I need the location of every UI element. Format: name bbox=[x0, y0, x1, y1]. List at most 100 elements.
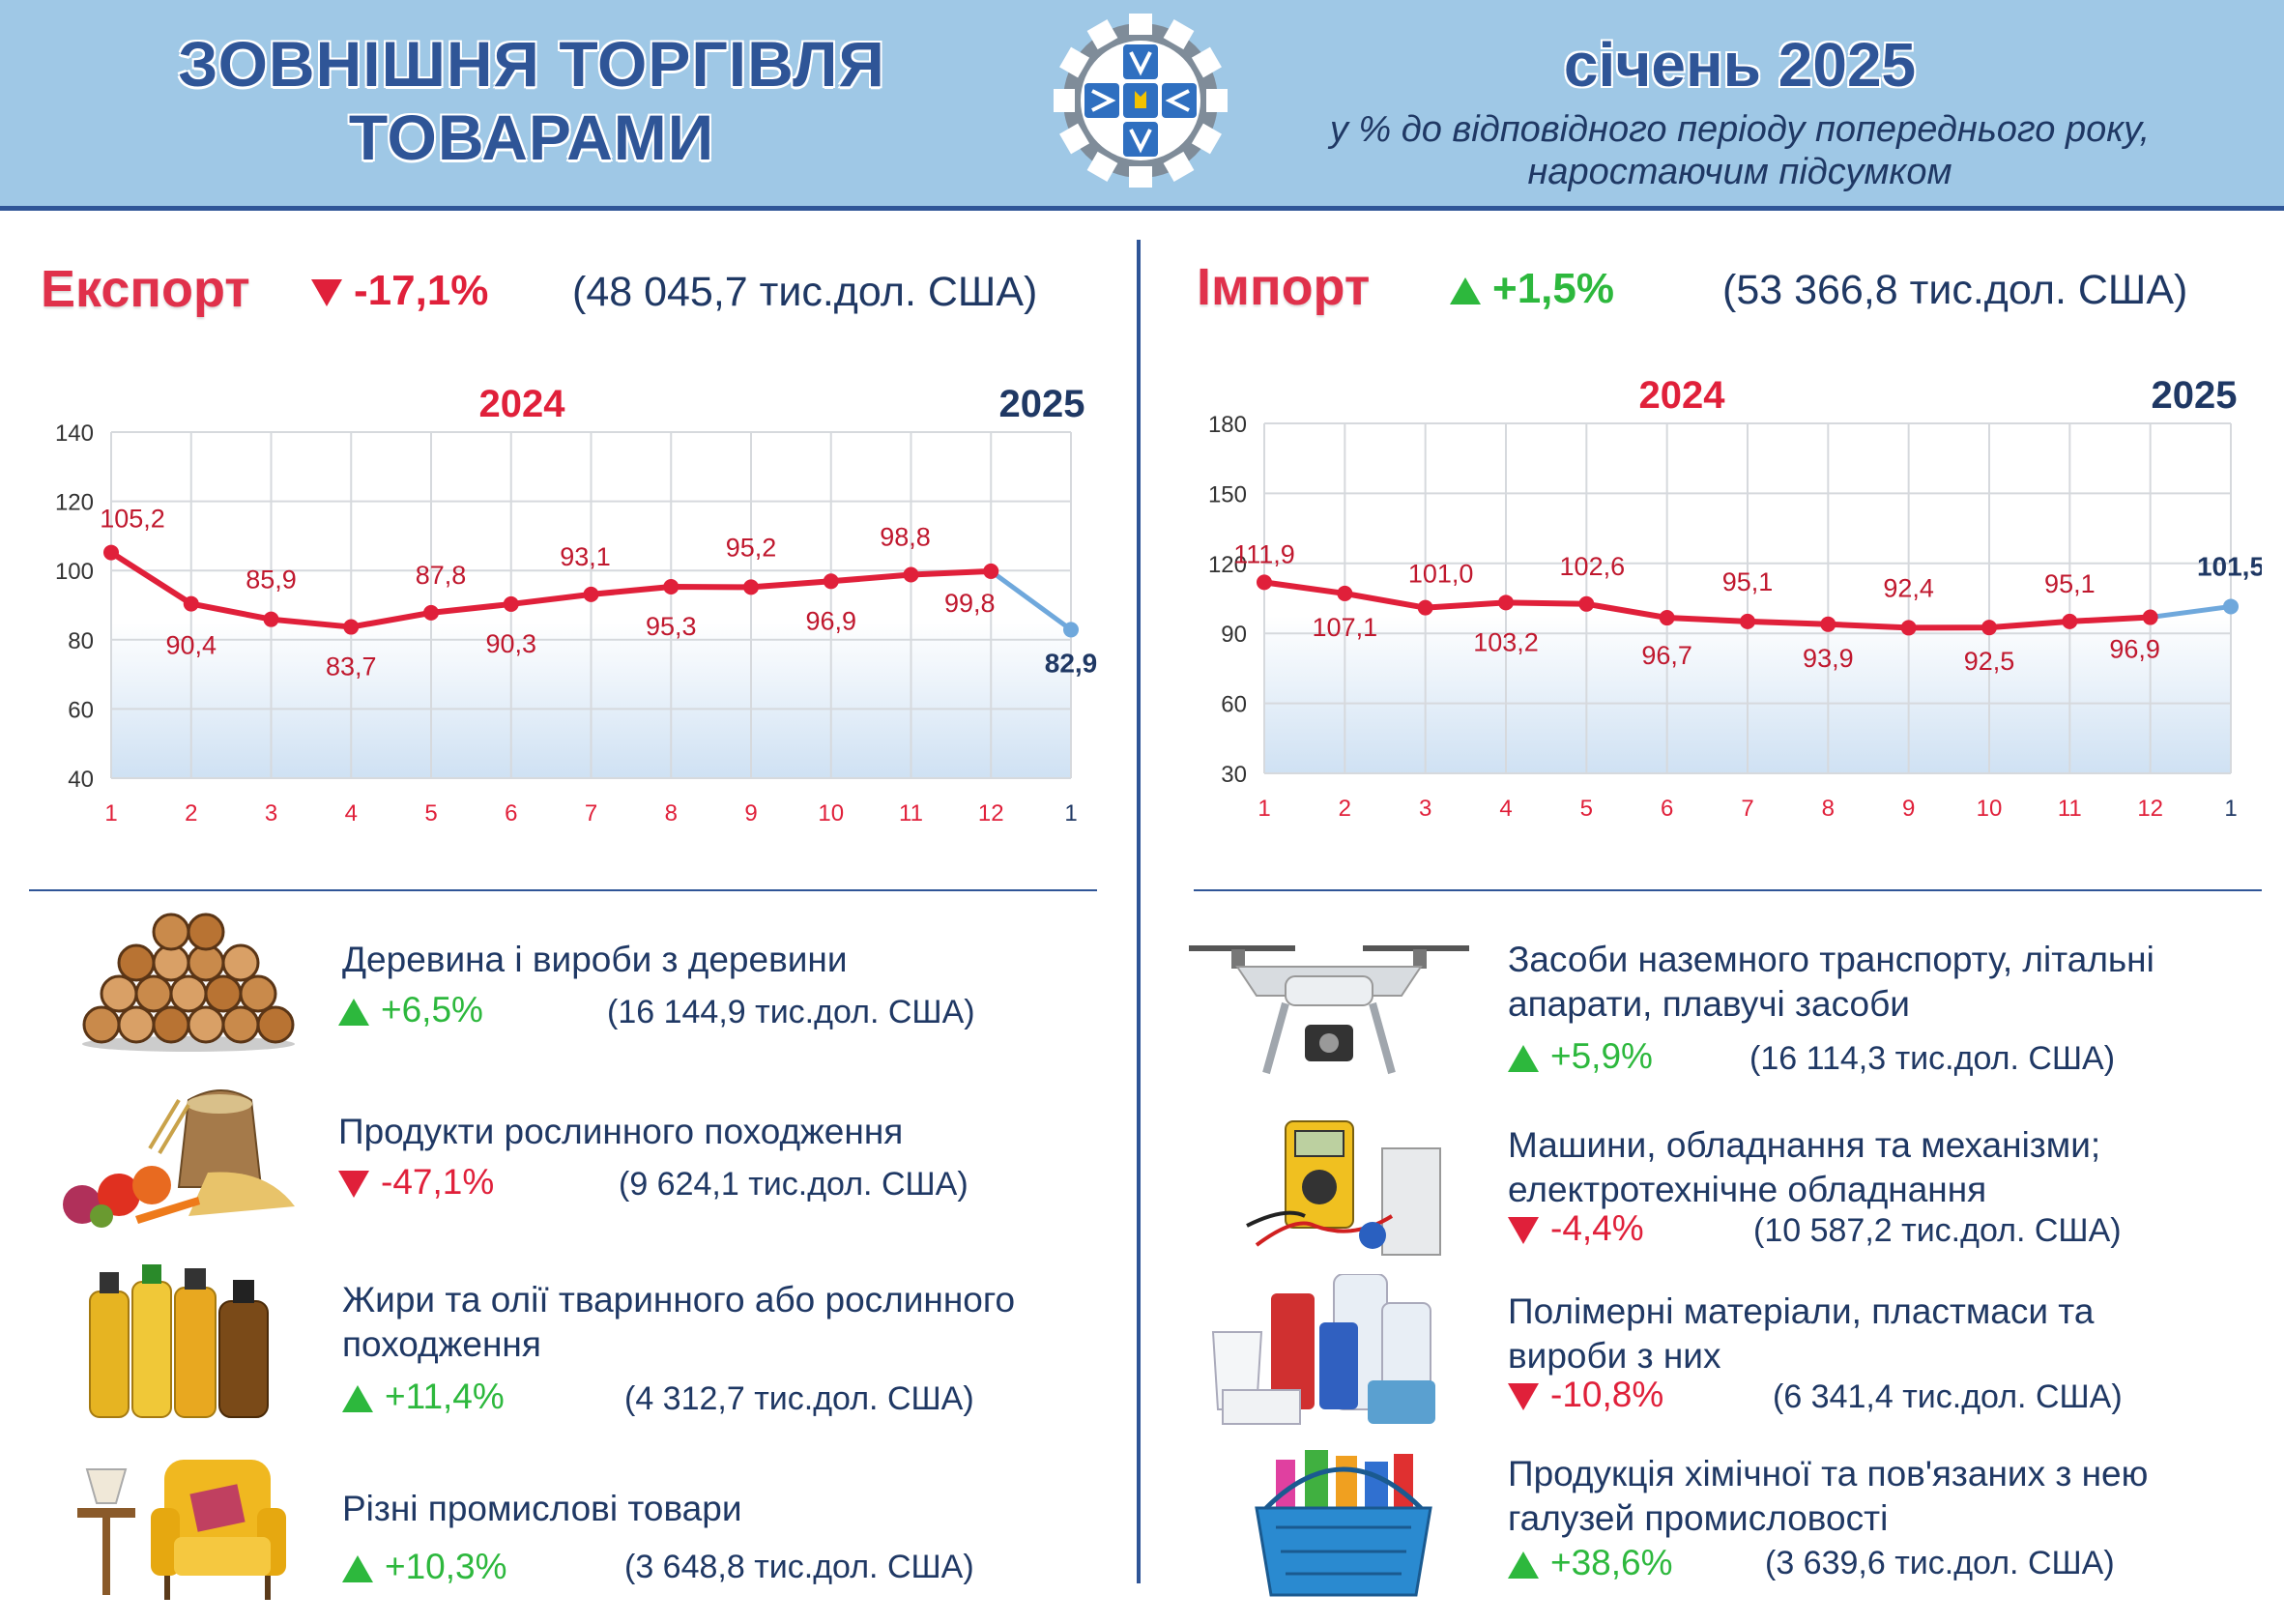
data-label: 83,7 bbox=[326, 652, 377, 682]
x-tick-label: 4 bbox=[1499, 796, 1512, 822]
data-point bbox=[423, 604, 439, 621]
name-line-1: Продукція хімічної та пов'язаних з нею bbox=[1508, 1454, 2149, 1494]
data-label: 82,9 bbox=[1045, 648, 1098, 678]
x-tick-label: 9 bbox=[1902, 796, 1915, 822]
name-line-1: Жири та олії тваринного або рослинного bbox=[342, 1280, 1016, 1320]
year-label-2024: 2024 bbox=[479, 383, 566, 425]
import-item-change: -4,4% bbox=[1508, 1208, 1644, 1249]
data-point bbox=[263, 611, 279, 627]
name-line-1: Засоби наземного транспорту, літальні bbox=[1508, 940, 2154, 979]
import-item-transport: Засоби наземного транспорту, літальні ап… bbox=[1150, 928, 2281, 1112]
data-point bbox=[1820, 616, 1836, 632]
subtitle-line-2: наростаючим підсумком bbox=[1527, 152, 1952, 192]
data-point bbox=[583, 586, 599, 602]
year-label-2025: 2025 bbox=[999, 383, 1085, 425]
name-line-1: Машини, обладнання та механізми; bbox=[1508, 1125, 2101, 1165]
x-tick-label: 10 bbox=[818, 800, 844, 826]
import-item-value: (3 639,6 тис.дол. США) bbox=[1765, 1545, 2115, 1581]
x-tick-label: 6 bbox=[505, 800, 517, 826]
down-arrow-icon bbox=[311, 279, 342, 307]
title-line-2: ТОВАРАМИ bbox=[348, 102, 715, 173]
vertical-divider bbox=[1137, 240, 1141, 1583]
data-point bbox=[743, 579, 759, 595]
name-line-2: апарати, плавучі засоби bbox=[1508, 984, 1910, 1024]
data-label: 103,2 bbox=[1473, 627, 1539, 656]
import-item-change: -10,8% bbox=[1508, 1375, 1663, 1415]
plastic-containers-icon bbox=[1211, 1274, 1435, 1425]
y-tick-label: 120 bbox=[55, 490, 94, 516]
data-point bbox=[903, 566, 919, 583]
multimeter-icon bbox=[1246, 1120, 1441, 1256]
down-arrow-icon bbox=[338, 1171, 369, 1199]
x-tick-label: 2 bbox=[1339, 796, 1351, 822]
cleaning-basket-icon bbox=[1255, 1450, 1432, 1597]
change-value: +11,4% bbox=[385, 1377, 505, 1416]
drone-icon bbox=[1189, 945, 1469, 1075]
series-line-2025 bbox=[2150, 603, 2232, 621]
change-value: +38,6% bbox=[1550, 1543, 1673, 1582]
import-change: +1,5% bbox=[1450, 265, 1614, 313]
export-item-plants: Продукти рослинного походження -47,1% (9… bbox=[0, 1081, 1131, 1245]
x-tick-label: 8 bbox=[665, 800, 678, 826]
data-point bbox=[1900, 620, 1917, 636]
data-point bbox=[1659, 610, 1675, 626]
import-title: Імпорт bbox=[1197, 258, 1371, 316]
change-value: +10,3% bbox=[385, 1547, 507, 1586]
export-item-change: +11,4% bbox=[342, 1377, 505, 1417]
export-item-change: -47,1% bbox=[338, 1162, 494, 1203]
export-item-value: (16 144,9 тис.дол. США) bbox=[607, 994, 975, 1030]
year-label-2024: 2024 bbox=[1639, 374, 1726, 417]
x-tick-label: 9 bbox=[744, 800, 757, 826]
data-point bbox=[1063, 622, 1079, 638]
period-subtitle: у % до відповідного періоду попереднього… bbox=[1237, 108, 2242, 193]
export-item-wood: Деревина і вироби з деревини +6,5% (16 1… bbox=[0, 909, 1131, 1073]
data-point bbox=[1257, 574, 1272, 591]
x-tick-label: 10 bbox=[1977, 796, 2003, 822]
x-tick-label: 1 bbox=[2224, 796, 2237, 822]
data-point bbox=[2142, 609, 2158, 625]
export-change: -17,1% bbox=[311, 267, 488, 315]
y-tick-label: 40 bbox=[68, 767, 94, 793]
data-label: 92,4 bbox=[1883, 573, 1934, 602]
data-point bbox=[1498, 594, 1514, 611]
statistics-service-logo bbox=[1054, 14, 1228, 188]
data-label: 102,6 bbox=[1560, 552, 1626, 581]
data-label: 85,9 bbox=[246, 566, 297, 594]
y-tick-label: 140 bbox=[55, 420, 94, 447]
down-arrow-icon bbox=[1508, 1383, 1539, 1411]
data-label: 90,3 bbox=[485, 629, 536, 658]
data-label: 99,8 bbox=[944, 589, 996, 618]
data-point bbox=[663, 579, 679, 595]
y-tick-label: 100 bbox=[55, 559, 94, 585]
change-value: -47,1% bbox=[381, 1162, 495, 1202]
firewood-icon bbox=[82, 913, 295, 1052]
export-item-name: Жири та олії тваринного або рослинного п… bbox=[342, 1278, 1015, 1367]
series-line-2024 bbox=[1263, 579, 2151, 631]
year-label-2025: 2025 bbox=[2152, 374, 2238, 417]
x-tick-label: 5 bbox=[424, 800, 437, 826]
data-label: 90,4 bbox=[165, 631, 217, 660]
export-item-name: Різні промислові товари bbox=[342, 1489, 742, 1528]
change-value: +6,5% bbox=[381, 990, 483, 1030]
y-tick-label: 180 bbox=[1208, 412, 1247, 438]
up-arrow-icon bbox=[342, 1385, 373, 1413]
data-point bbox=[1337, 585, 1353, 601]
x-tick-label: 1 bbox=[1064, 800, 1077, 826]
y-tick-label: 60 bbox=[68, 697, 94, 723]
data-label: 95,3 bbox=[646, 612, 697, 641]
y-tick-label: 80 bbox=[68, 628, 94, 654]
import-item-name: Машини, обладнання та механізми; електро… bbox=[1508, 1123, 2100, 1212]
name-line-2: галузей промисловості bbox=[1508, 1498, 1889, 1538]
data-point bbox=[1740, 613, 1755, 629]
data-label: 92,5 bbox=[1964, 647, 2015, 676]
y-tick-label: 30 bbox=[1221, 762, 1247, 788]
name-line-2: походження bbox=[342, 1324, 541, 1364]
import-item-machinery: Машини, обладнання та механізми; електро… bbox=[1150, 1110, 2281, 1274]
export-item-change: +6,5% bbox=[338, 990, 483, 1030]
data-label: 98,8 bbox=[880, 522, 931, 551]
import-total: (53 366,8 тис.дол. США) bbox=[1722, 267, 2188, 313]
data-label: 93,1 bbox=[560, 542, 611, 571]
export-divider bbox=[29, 889, 1097, 891]
change-value: +5,9% bbox=[1550, 1036, 1653, 1076]
import-item-name: Засоби наземного транспорту, літальні ап… bbox=[1508, 938, 2154, 1027]
